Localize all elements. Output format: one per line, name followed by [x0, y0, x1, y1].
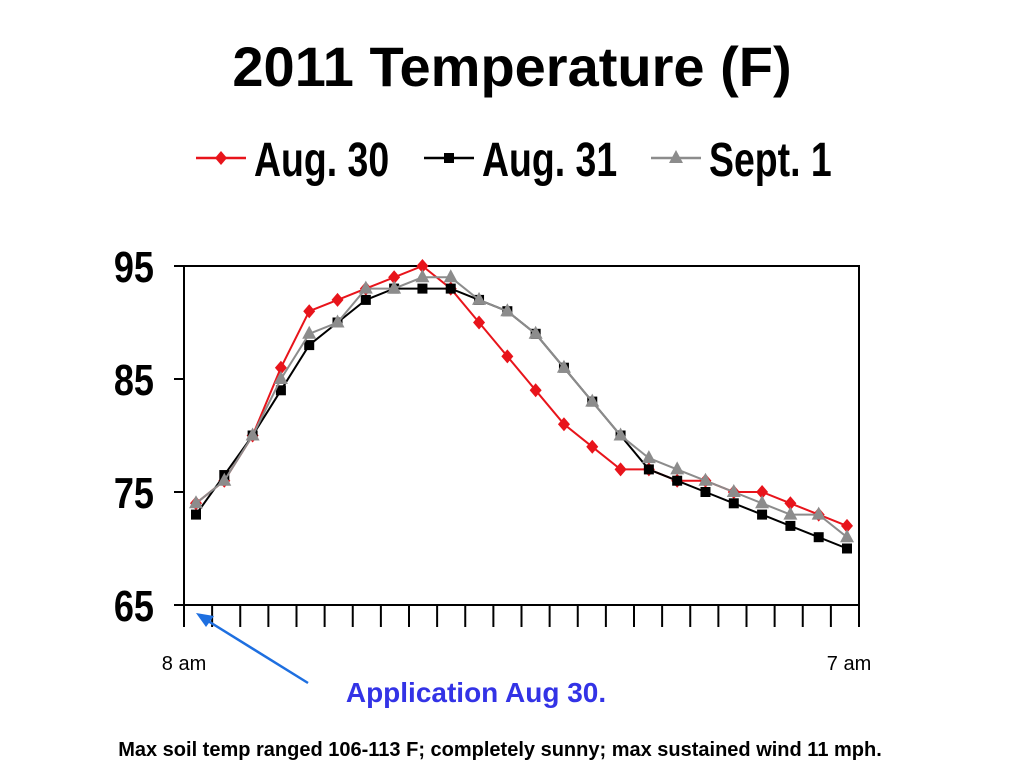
- data-point-triangle: [755, 495, 770, 509]
- chart-title: 2011 Temperature (F): [232, 35, 791, 98]
- data-point-diamond: [274, 360, 287, 375]
- data-point-diamond: [473, 315, 486, 330]
- data-point-triangle: [613, 427, 628, 441]
- data-point-square: [444, 153, 454, 163]
- data-point-triangle: [472, 291, 487, 305]
- data-point-diamond: [303, 304, 316, 319]
- data-point-triangle: [528, 325, 543, 339]
- footnote: Max soil temp ranged 106-113 F; complete…: [118, 739, 882, 761]
- x-start-label: 8 am: [162, 653, 206, 675]
- data-point-triangle: [330, 314, 345, 328]
- data-point-square: [700, 487, 711, 497]
- data-point-diamond: [614, 462, 627, 477]
- data-point-diamond: [416, 259, 429, 273]
- annotation-arrowhead: [196, 613, 214, 627]
- data-point-triangle: [387, 280, 402, 294]
- data-point-square: [360, 294, 371, 305]
- data-point-square: [191, 509, 201, 520]
- data-point-triangle: [670, 461, 685, 475]
- data-point-triangle: [443, 269, 458, 283]
- x-end-label: 7 am: [827, 653, 871, 675]
- data-point-diamond: [331, 292, 344, 307]
- data-point-square: [417, 283, 428, 294]
- plot-area: [183, 265, 860, 606]
- legend-item: Aug. 30: [196, 134, 389, 188]
- data-point-square: [275, 385, 286, 396]
- legend-label: Aug. 31: [482, 134, 617, 188]
- data-point-triangle: [358, 280, 373, 294]
- y-tick-label: 85: [114, 356, 154, 405]
- y-tick-label: 65: [114, 582, 154, 631]
- data-point-triangle: [217, 472, 232, 486]
- data-point-square: [445, 283, 456, 294]
- legend-item: Sept. 1: [651, 134, 832, 188]
- data-point-diamond: [841, 518, 853, 533]
- annotation-text: Application Aug 30.: [346, 677, 606, 708]
- series-group: [189, 259, 854, 554]
- data-point-diamond: [557, 417, 570, 432]
- data-point-square: [643, 464, 654, 475]
- data-point-square: [304, 340, 315, 351]
- data-point-triangle: [500, 303, 515, 317]
- y-axis: 65 75 85 95: [114, 243, 184, 631]
- data-point-triangle: [641, 450, 656, 464]
- y-tick-label: 95: [114, 243, 154, 292]
- data-point-square: [728, 498, 739, 509]
- data-point-triangle: [669, 150, 683, 163]
- y-tick-label: 75: [114, 469, 154, 518]
- data-point-diamond: [215, 151, 227, 165]
- data-point-triangle: [245, 427, 260, 441]
- data-point-triangle: [811, 506, 826, 520]
- data-point-triangle: [726, 484, 741, 497]
- data-point-triangle: [302, 325, 317, 339]
- data-point-square: [672, 475, 683, 486]
- data-point-square: [785, 520, 796, 531]
- data-point-square: [813, 532, 824, 543]
- data-point-square: [842, 543, 852, 554]
- data-point-diamond: [529, 383, 542, 398]
- legend-label: Sept. 1: [709, 134, 832, 188]
- data-point-diamond: [388, 270, 401, 285]
- data-point-triangle: [415, 269, 430, 283]
- data-point-diamond: [784, 496, 797, 511]
- series-sept-1: [189, 269, 854, 543]
- data-point-triangle: [189, 495, 203, 509]
- data-point-diamond: [586, 439, 599, 454]
- data-point-triangle: [783, 506, 798, 520]
- legend-item: Aug. 31: [424, 134, 617, 188]
- legend-label: Aug. 30: [254, 134, 389, 188]
- data-point-triangle: [273, 371, 288, 384]
- data-point-triangle: [698, 472, 713, 486]
- x-axis: [183, 605, 860, 627]
- data-point-diamond: [756, 485, 769, 499]
- data-point-triangle: [556, 359, 571, 373]
- data-point-square: [757, 509, 768, 520]
- annotation-arrow: [199, 614, 309, 685]
- data-point-diamond: [501, 349, 514, 364]
- data-point-triangle: [585, 393, 600, 407]
- legend: Aug. 30 Aug. 31 Sept. 1: [196, 134, 832, 188]
- data-point-triangle: [840, 529, 854, 543]
